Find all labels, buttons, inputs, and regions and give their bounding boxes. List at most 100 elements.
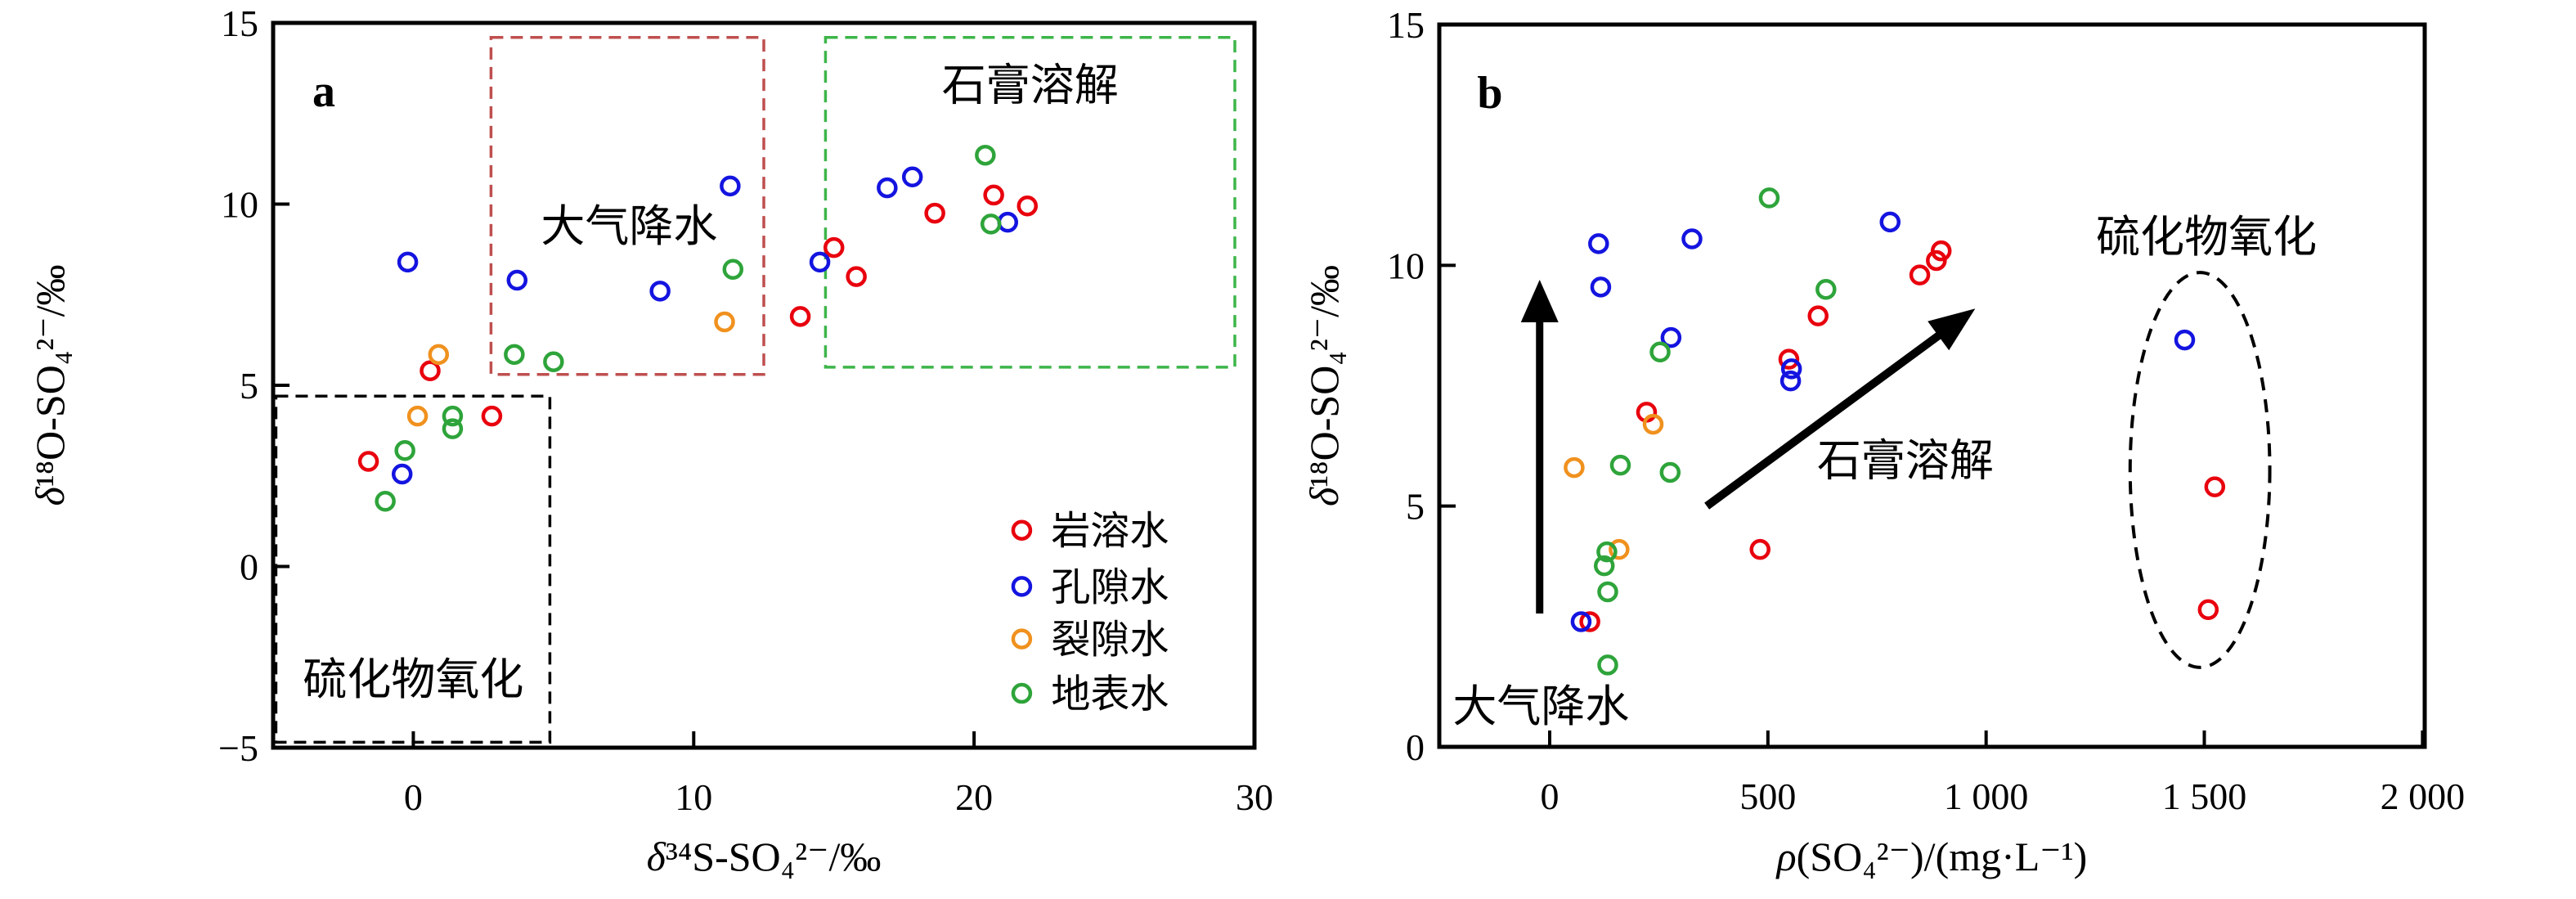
data-point-b-series-0 [1909,264,1931,285]
plot-frame-b [1437,22,2427,749]
data-point-a-series-1 [649,281,671,302]
y-tick-label-b: 0 [1406,726,1425,768]
data-point-b-series-3 [1597,581,1618,603]
y-tick-label-b: 10 [1387,245,1425,286]
data-point-b-series-0 [1778,348,1800,370]
panel-a-chart: 硫化物氧化 大气降水 石膏溶解 0 10 20 30 −5 0 5 10 15 δ³⁴S-SO₄²⁻/‰… [27,2,1273,879]
data-point-a-series-1 [391,463,413,485]
x-tick-label-a: 20 [955,776,993,818]
data-point-a-series-0 [983,184,1004,206]
data-point-b-series-1 [1779,370,1802,392]
data-point-b-series-0 [1807,305,1829,326]
data-point-b-series-3 [1593,555,1615,577]
data-point-b-series-1 [1780,358,1802,380]
data-point-b-series-1 [1681,228,1703,249]
data-point-b-series-3 [1758,187,1780,209]
data-point-a-series-0 [789,306,811,327]
x-tick-label-a: 30 [1236,776,1273,818]
legend-label-3: 地表水 [1051,673,1169,717]
precipitation-label: 大气降水 [1452,682,1629,731]
precipitation-box [489,35,765,376]
gypsum-label: 石膏溶解 [1817,437,1994,486]
data-point-b-series-3 [1649,341,1671,363]
legend-marker-1 [1011,576,1033,597]
data-point-a-series-0 [823,236,845,258]
data-point-a-series-3 [442,418,464,439]
data-point-b-series-2 [1609,538,1630,560]
data-point-a-series-1 [809,251,831,273]
data-point-b-series-0 [1749,538,1770,560]
gypsum-arrow-head [1928,308,1976,351]
legend-marker-0 [1011,519,1033,541]
sulfide-oxidation-ellipse [2128,271,2272,669]
legend-label-0: 岩溶水 [1051,510,1169,553]
data-point-a-series-3 [394,439,415,461]
y-tick-label-a: 10 [221,184,258,226]
data-point-b-series-1 [1660,326,1682,348]
legend-marker-2 [1011,628,1033,650]
y-tick-label-a: 15 [221,2,258,44]
data-point-a-series-1 [997,211,1019,233]
x-tick-label-a: 10 [675,776,712,818]
data-point-b-series-0 [1930,240,1952,262]
x-axis-label-b: ρ(SO₄²⁻)/(mg·L⁻¹) [1775,834,2088,879]
data-point-b-series-1 [1879,211,1901,233]
data-point-b-series-3 [1659,461,1681,483]
data-point-a-series-2 [714,311,735,333]
data-point-a-series-3 [975,144,996,166]
gypsum-dissolution-box-label: 石膏溶解 [942,61,1119,110]
y-tick-label-b: 15 [1387,4,1425,46]
data-point-b-series-1 [1570,611,1592,632]
data-point-b-series-0 [2204,476,2226,497]
data-point-a-series-0 [357,451,379,472]
data-point-a-series-3 [504,344,525,366]
legend-marker-3 [1011,682,1033,704]
panel-b-scatter: 大气降水 石膏溶解 硫化物氧化 0 500 1 000 1 500 2 000 0 5 10 15 ρ(… [1284,0,2576,899]
data-point-b-series-1 [1588,233,1609,254]
x-tick-label-b: 1 500 [2162,775,2247,817]
data-point-a-series-3 [442,405,464,427]
data-point-b-series-3 [1609,454,1631,476]
legend-label-1: 孔隙水 [1051,566,1169,609]
data-point-a-series-0 [846,266,867,287]
sulfide-oxidation-box-label: 硫化物氧化 [303,655,523,704]
x-tick-label-b: 500 [1739,775,1796,817]
precipitation-box-label: 大气降水 [541,202,717,251]
data-point-a-series-3 [722,258,744,280]
data-point-b-series-3 [1597,654,1618,676]
data-point-a-series-0 [924,202,945,224]
data-point-a-series-3 [980,214,1002,235]
x-tick-label-b: 0 [1541,775,1560,817]
data-point-a-series-0 [481,405,503,427]
y-tick-label-b: 5 [1406,486,1425,528]
x-axis-label-a: δ³⁴S-SO₄²⁻/‰ [647,834,882,879]
y-tick-label-a: 5 [240,365,258,407]
data-point-b-series-3 [1815,279,1837,300]
data-point-a-series-1 [720,175,741,197]
panel-b-chart: 大气降水 石膏溶解 硫化物氧化 0 500 1 000 1 500 2 000 0 5 10 15 ρ(… [1301,4,2466,879]
data-point-a-series-3 [375,491,396,512]
data-point-b-series-2 [1564,456,1585,479]
x-tick-label-b: 1 000 [1944,775,2029,817]
data-point-a-series-3 [543,351,564,372]
data-point-b-series-2 [1642,413,1664,435]
data-point-a-series-0 [420,360,441,382]
gypsum-arrow-shaft [1704,330,1944,510]
y-axis-label-a: δ¹⁸O-SO₄²⁻/‰ [27,264,73,506]
data-point-a-series-2 [406,405,429,427]
panel-letter-a: a [312,66,335,117]
y-axis-label-b: δ¹⁸O-SO₄²⁻/‰ [1301,265,1347,506]
y-tick-label-a: 0 [240,546,258,588]
data-point-a-series-1 [506,269,528,291]
data-point-a-series-1 [901,166,923,188]
sulfide-label: 硫化物氧化 [2096,213,2317,262]
data-point-a-series-0 [1016,195,1039,217]
precipitation-arrow-head [1520,279,1559,322]
y-tick-label-a: −5 [218,727,258,769]
panel-letter-b: b [1477,68,1502,119]
data-point-b-series-0 [2197,599,2219,620]
panel-a-scatter: 硫化物氧化 大气降水 石膏溶解 0 10 20 30 −5 0 5 10 15 δ³⁴S-SO₄²⁻/‰… [0,0,1284,899]
legend-label-2: 裂隙水 [1051,618,1169,662]
data-point-b-series-1 [2174,329,2196,351]
x-tick-label-b: 2 000 [2381,775,2466,817]
